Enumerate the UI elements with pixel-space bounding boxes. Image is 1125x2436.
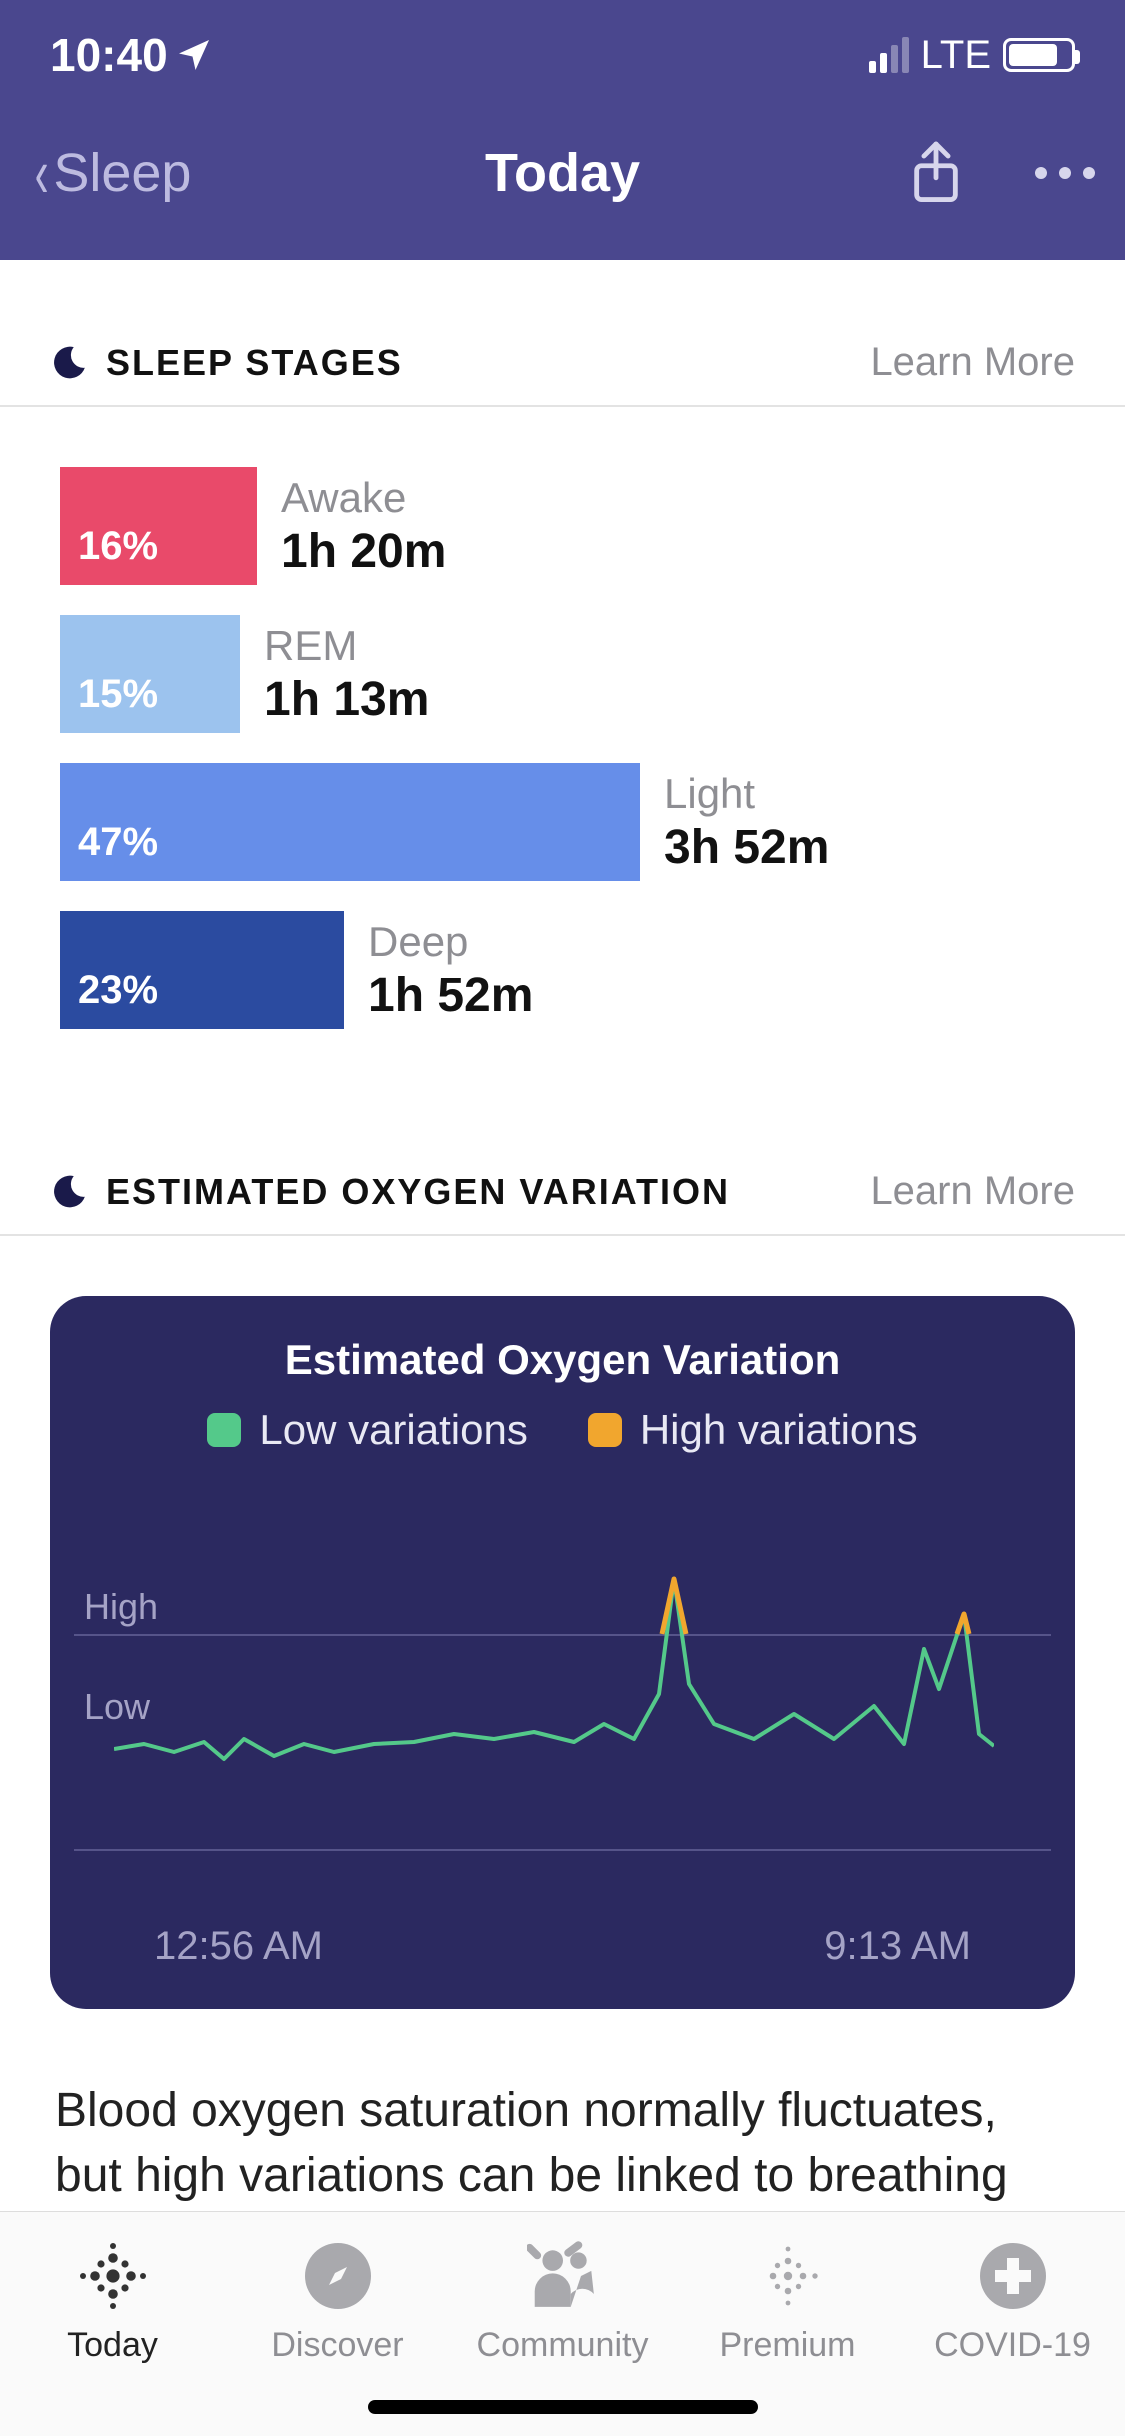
stage-bar: 16% [60,467,257,585]
stage-percent: 23% [78,968,158,1013]
legend-low-swatch [207,1413,241,1447]
community-icon [527,2240,599,2312]
stage-row[interactable]: 47% Light3h 52m [60,763,1065,881]
stage-info: Light3h 52m [664,770,829,875]
chevron-left-icon: ‹ [35,138,49,208]
back-label: Sleep [53,142,191,204]
moon-icon [50,1173,88,1211]
share-button[interactable] [907,138,965,208]
stage-percent: 16% [78,524,158,569]
status-right: LTE [869,33,1075,78]
covid-icon [977,2240,1049,2312]
home-indicator [368,2400,758,2414]
stage-label: Light [664,770,829,818]
x-start-time: 12:56 AM [154,1924,323,1969]
battery-icon [1003,38,1075,72]
stage-info: Awake1h 20m [281,474,446,579]
x-end-time: 9:13 AM [824,1924,971,1969]
content-scroll[interactable]: SLEEP STAGES Learn More 16% Awake1h 20m 15… [0,260,1125,2211]
sleep-stages-list: 16% Awake1h 20m 15% REM1h 13m 47% Light3h 52m… [0,407,1125,1069]
stage-info: Deep1h 52m [368,918,533,1023]
stage-row[interactable]: 15% REM1h 13m [60,615,1065,733]
legend-high-swatch [588,1413,622,1447]
stage-row[interactable]: 23% Deep1h 52m [60,911,1065,1029]
oxygen-learn-more[interactable]: Learn More [870,1169,1075,1214]
stage-percent: 47% [78,820,158,865]
sleep-stages-learn-more[interactable]: Learn More [870,340,1075,385]
premium-icon [752,2240,824,2312]
stage-duration: 1h 20m [281,524,446,579]
page-title: Today [485,142,640,204]
oxygen-chart: High Low [64,1484,1061,1904]
more-button[interactable] [1035,167,1095,179]
more-dots-icon [1035,167,1047,179]
tab-label: Premium [719,2326,855,2365]
oxygen-card-title: Estimated Oxygen Variation [64,1336,1061,1384]
sleep-stages-header: SLEEP STAGES Learn More [0,260,1125,407]
tab-community[interactable]: Community [450,2240,675,2365]
tab-premium[interactable]: Premium [675,2240,900,2365]
oxygen-legend: Low variations High variations [64,1406,1061,1454]
today-icon [77,2240,149,2312]
tab-label: Discover [271,2326,403,2365]
status-time: 10:40 [50,28,212,82]
tab-discover[interactable]: Discover [225,2240,450,2365]
oxygen-header: ESTIMATED OXYGEN VARIATION Learn More [0,1069,1125,1236]
moon-icon [50,344,88,382]
stage-bar: 15% [60,615,240,733]
signal-icon [869,37,909,73]
stage-duration: 1h 52m [368,968,533,1023]
stage-label: Awake [281,474,446,522]
stage-percent: 15% [78,672,158,717]
x-axis-labels: 12:56 AM 9:13 AM [64,1904,1061,1969]
oxygen-title: ESTIMATED OXYGEN VARIATION [106,1171,730,1213]
legend-low: Low variations [207,1406,527,1454]
stage-bar: 23% [60,911,344,1029]
legend-low-label: Low variations [259,1406,527,1454]
tab-covid[interactable]: COVID-19 [900,2240,1125,2365]
stage-label: Deep [368,918,533,966]
stage-duration: 1h 13m [264,672,429,727]
stage-label: REM [264,622,429,670]
tab-today[interactable]: Today [0,2240,225,2365]
status-time-text: 10:40 [50,28,168,82]
back-button[interactable]: ‹ Sleep [30,138,191,208]
sleep-stages-title: SLEEP STAGES [106,342,403,384]
network-label: LTE [921,33,991,78]
stage-row[interactable]: 16% Awake1h 20m [60,467,1065,585]
oxygen-description: Blood oxygen saturation normally fluctua… [0,2039,1125,2209]
legend-high: High variations [588,1406,918,1454]
stage-info: REM1h 13m [264,622,429,727]
legend-high-label: High variations [640,1406,918,1454]
oxygen-chart-card[interactable]: Estimated Oxygen Variation Low variation… [50,1296,1075,2009]
share-icon [907,138,965,208]
stage-bar: 47% [60,763,640,881]
tab-label: Today [67,2326,158,2365]
discover-icon [302,2240,374,2312]
nav-bar: ‹ Sleep Today [0,110,1125,260]
tab-label: Community [477,2326,649,2365]
stage-duration: 3h 52m [664,820,829,875]
tab-label: COVID-19 [934,2326,1091,2365]
location-icon [176,37,212,73]
oxygen-line-chart [114,1484,994,1854]
status-bar: 10:40 LTE [0,0,1125,110]
